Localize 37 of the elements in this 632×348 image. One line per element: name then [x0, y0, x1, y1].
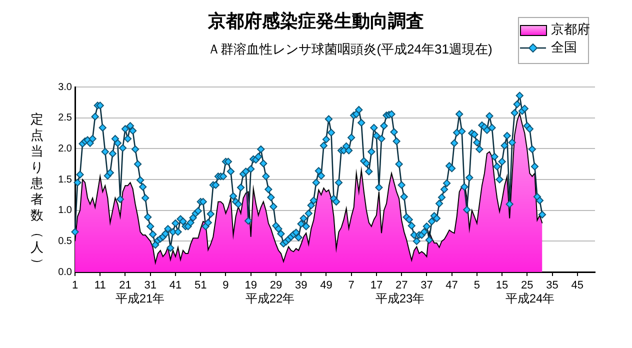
text: 平成23年: [375, 291, 425, 306]
text: 平成22年: [245, 291, 295, 306]
y-tick-label: 0.5: [58, 236, 72, 247]
x-tick-label: 11: [94, 280, 106, 292]
text: 平成24年: [505, 291, 555, 306]
x-tick-label: 17: [370, 280, 383, 292]
text: 定点当り患者数（人）: [30, 112, 46, 270]
x-tick-label: 31: [144, 280, 156, 292]
x-tick-label: 41: [169, 280, 182, 292]
x-tick-label: 7: [348, 280, 354, 292]
x-tick-label: 29: [270, 280, 282, 292]
x-tick-label: 37: [420, 280, 433, 292]
legend-label: 全国: [551, 40, 577, 55]
y-tick-label: 0.0: [58, 266, 72, 278]
x-tick-label: 45: [571, 280, 584, 292]
text: 平成21年: [115, 291, 165, 306]
x-tick-label: 1: [72, 280, 78, 292]
x-tick-label: 47: [446, 280, 458, 292]
y-tick-label: 2.0: [58, 143, 72, 154]
x-tick-label: 9: [222, 280, 229, 292]
x-tick-label: 19: [244, 280, 257, 292]
x-tick-label: 27: [395, 280, 408, 292]
y-tick-label: 1.0: [58, 205, 72, 216]
y-tick-label: 3.0: [58, 82, 72, 93]
x-tick-label: 21: [119, 280, 132, 292]
legend-label: 京都府: [551, 22, 590, 37]
x-tick-label: 49: [320, 280, 332, 292]
x-tick-label: 15: [496, 280, 508, 292]
y-tick-label: 1.5: [58, 174, 72, 186]
chart-title: 京都府感染症発生動向調査: [207, 10, 424, 31]
x-tick-label: 25: [521, 280, 534, 292]
x-tick-label: 35: [546, 280, 558, 292]
x-tick-label: 51: [194, 280, 207, 292]
x-tick-label: 39: [294, 280, 308, 292]
chart-subtitle: Ａ群溶血性レンサ球菌咽頭炎(平成24年31週現在): [208, 42, 492, 57]
x-tick-label: 5: [474, 280, 480, 292]
y-tick-label: 2.5: [58, 112, 72, 124]
